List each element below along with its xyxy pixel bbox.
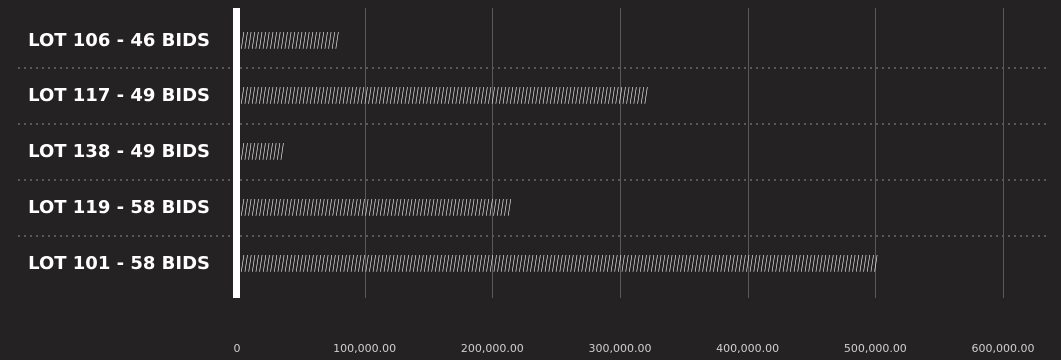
grid-lines (365, 8, 1004, 298)
bar: ////////////////////////////////////////… (241, 83, 648, 107)
x-tick-label: 400,000.00 (716, 342, 779, 355)
bar: /////////////////////////// (241, 28, 339, 52)
category-label: LOT 138 - 49 BIDS (28, 141, 210, 162)
category-label: LOT 101 - 58 BIDS (28, 253, 210, 274)
category-label: LOT 106 - 46 BIDS (28, 30, 210, 51)
bar: //////////// (241, 139, 284, 163)
category-label: LOT 119 - 58 BIDS (28, 197, 210, 218)
bar: ////////////////////////////////////////… (241, 251, 878, 275)
x-tick-label: 100,000.00 (333, 342, 396, 355)
x-tick-label: 500,000.00 (844, 342, 907, 355)
x-tick-label: 0 (234, 342, 241, 355)
x-tick-label: 200,000.00 (461, 342, 524, 355)
category-label: LOT 117 - 49 BIDS (28, 85, 210, 106)
y-axis-line (233, 8, 240, 298)
bars: ////////////////////////////////////////… (241, 28, 878, 275)
x-axis-tick-labels: 0 100,000.00 200,000.00 300,000.00 400,000.0… (234, 342, 1035, 355)
category-labels: LOT 106 - 46 BIDS LOT 117 - 49 BIDS LOT 13… (28, 30, 210, 274)
x-tick-label: 300,000.00 (589, 342, 652, 355)
row-separators (18, 67, 1050, 237)
x-tick-label: 600,000.00 (972, 342, 1035, 355)
bar: ////////////////////////////////////////… (241, 195, 512, 219)
